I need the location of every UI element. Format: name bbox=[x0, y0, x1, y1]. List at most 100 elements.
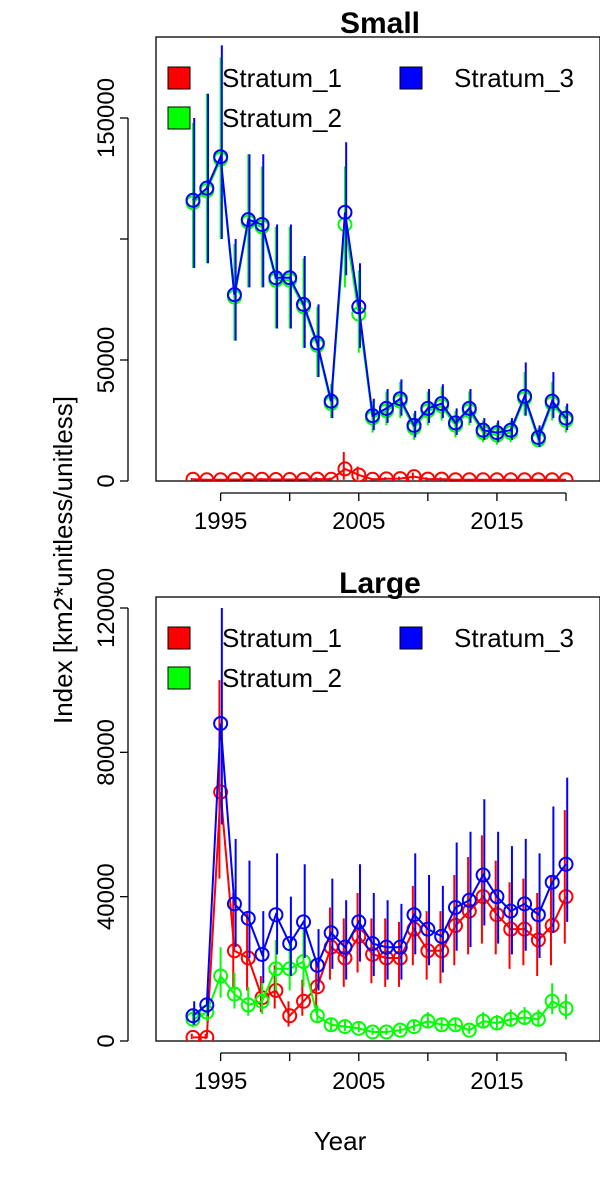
data-point bbox=[434, 943, 450, 959]
x-tick-label: 2005 bbox=[332, 508, 385, 535]
data-point bbox=[489, 425, 505, 441]
panel-small: Small 0 50000 150000 1995 2005 2015 Stratum_1… bbox=[93, 7, 600, 535]
y-tick-label: 150000 bbox=[93, 78, 120, 158]
data-point bbox=[489, 1015, 505, 1031]
data-point bbox=[337, 1019, 353, 1035]
data-point bbox=[296, 993, 312, 1009]
data-point bbox=[337, 204, 353, 220]
data-point bbox=[351, 928, 367, 944]
data-point bbox=[475, 422, 491, 438]
data-point bbox=[517, 388, 533, 404]
data-point bbox=[199, 1029, 215, 1041]
data-point bbox=[309, 335, 325, 351]
panel-small-marks bbox=[185, 45, 574, 481]
data-point bbox=[351, 1020, 367, 1036]
data-point bbox=[420, 921, 436, 937]
legend-item-stratum_3: Stratum_3 bbox=[399, 63, 574, 93]
x-tick-label: 2015 bbox=[470, 1068, 523, 1095]
panel-small-axes: 0 50000 150000 1995 2005 2015 bbox=[93, 78, 567, 535]
data-point bbox=[254, 216, 270, 232]
data-point bbox=[365, 936, 381, 952]
data-point bbox=[517, 1010, 533, 1026]
data-point bbox=[296, 914, 312, 930]
data-point bbox=[461, 892, 477, 908]
data-point bbox=[392, 1022, 408, 1038]
data-point bbox=[282, 270, 298, 286]
data-point bbox=[447, 918, 463, 934]
data-point bbox=[282, 936, 298, 952]
data-point bbox=[337, 939, 353, 955]
panel-small-legend: Stratum_1 Stratum_2 Stratum_3 bbox=[167, 63, 574, 133]
legend-swatch bbox=[167, 626, 191, 650]
panel-large-axes: 0 40000 80000 120000 1995 2005 2015 bbox=[93, 568, 567, 1095]
data-point bbox=[226, 943, 242, 959]
data-point bbox=[351, 467, 367, 481]
data-point bbox=[185, 192, 201, 208]
data-point bbox=[406, 1019, 422, 1035]
data-point bbox=[406, 417, 422, 433]
legend-item-stratum_1: Stratum_1 bbox=[167, 623, 342, 653]
data-point bbox=[558, 472, 574, 481]
legend-swatch bbox=[167, 106, 191, 130]
data-point bbox=[392, 950, 408, 966]
data-point bbox=[461, 1022, 477, 1038]
data-point bbox=[337, 461, 353, 477]
data-point bbox=[544, 918, 560, 934]
data-point bbox=[530, 1011, 546, 1027]
data-point bbox=[503, 903, 519, 919]
data-point bbox=[254, 993, 270, 1009]
x-tick-label: 2015 bbox=[470, 508, 523, 535]
legend-label: Stratum_1 bbox=[222, 623, 342, 653]
data-point bbox=[213, 149, 229, 165]
data-point bbox=[240, 212, 256, 228]
data-point bbox=[378, 400, 394, 416]
data-point bbox=[503, 1011, 519, 1027]
data-point bbox=[378, 1024, 394, 1040]
data-point bbox=[475, 1013, 491, 1029]
data-point bbox=[558, 889, 574, 905]
data-point bbox=[296, 954, 312, 970]
data-point bbox=[365, 946, 381, 962]
x-tick-label: 2005 bbox=[332, 1068, 385, 1095]
data-point bbox=[434, 928, 450, 944]
data-point bbox=[296, 296, 312, 312]
y-tick-label: 0 bbox=[93, 474, 120, 487]
large-series-stratum_1 bbox=[185, 680, 574, 1041]
large-series-stratum_3 bbox=[185, 608, 574, 1025]
data-point bbox=[351, 914, 367, 930]
data-point bbox=[517, 921, 533, 937]
data-point bbox=[420, 400, 436, 416]
data-point bbox=[489, 889, 505, 905]
data-point bbox=[226, 287, 242, 303]
data-point bbox=[226, 896, 242, 912]
legend-label: Stratum_2 bbox=[222, 663, 342, 693]
data-point bbox=[240, 997, 256, 1013]
data-point bbox=[351, 299, 367, 315]
small-series-stratum_1 bbox=[185, 451, 574, 481]
legend-item-stratum_2: Stratum_2 bbox=[167, 103, 342, 133]
data-point bbox=[392, 939, 408, 955]
data-point bbox=[323, 393, 339, 409]
legend-label: Stratum_3 bbox=[454, 63, 574, 93]
data-point bbox=[558, 410, 574, 426]
data-point bbox=[309, 957, 325, 973]
data-point bbox=[517, 896, 533, 912]
data-point bbox=[558, 1001, 574, 1017]
data-point bbox=[240, 910, 256, 926]
y-tick-label: 0 bbox=[93, 1034, 120, 1047]
data-point bbox=[365, 408, 381, 424]
legend-item-stratum_1: Stratum_1 bbox=[167, 63, 342, 93]
data-point bbox=[323, 471, 339, 481]
data-point bbox=[309, 1008, 325, 1024]
legend-label: Stratum_3 bbox=[454, 623, 574, 653]
data-point bbox=[282, 961, 298, 977]
small-series-stratum_3 bbox=[185, 45, 574, 448]
data-point bbox=[282, 1008, 298, 1024]
legend-label: Stratum_1 bbox=[222, 63, 342, 93]
data-point bbox=[268, 907, 284, 923]
legend-label: Stratum_2 bbox=[222, 103, 342, 133]
y-tick-label: 120000 bbox=[93, 568, 120, 648]
panel-large-legend: Stratum_1 Stratum_2 Stratum_3 bbox=[167, 623, 574, 693]
data-point bbox=[447, 415, 463, 431]
